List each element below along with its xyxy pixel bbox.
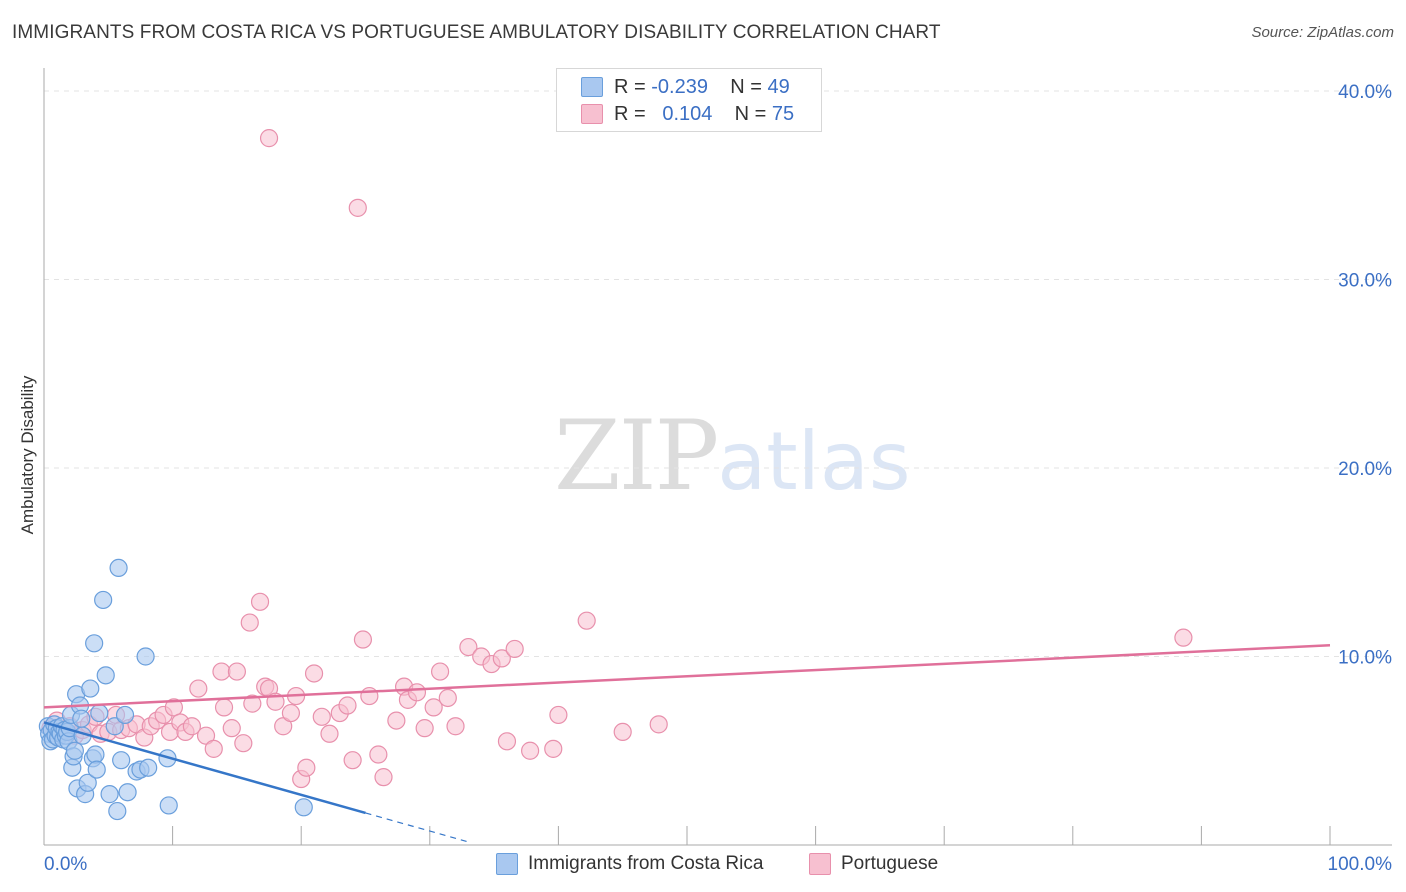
portuguese-point <box>204 739 223 758</box>
costa-rica-point <box>72 709 91 728</box>
costa-rica-point <box>90 703 109 723</box>
gridlines <box>44 90 1392 657</box>
portuguese-point <box>348 198 367 217</box>
legend-n-value: 75 <box>771 103 795 125</box>
legend-n-label: N = <box>730 76 768 98</box>
portuguese-point <box>182 717 201 736</box>
costa-rica-point <box>112 751 131 770</box>
portuguese-point <box>214 698 234 717</box>
correlation-legend: R = -0.239 N = 49 R = 0.104 N = 75 <box>556 68 822 132</box>
legend-r-value: 0.104 <box>662 103 713 125</box>
portuguese-point <box>407 683 427 702</box>
legend-n-value: 49 <box>767 76 790 98</box>
tick-labels: 10.0% 20.0% 30.0% 40.0% 0.0% 100.0% <box>44 82 1392 875</box>
portuguese-point <box>227 662 246 681</box>
portuguese-point <box>492 649 511 668</box>
portuguese-point <box>369 745 388 764</box>
portuguese-point <box>613 722 632 742</box>
costa-rica-point <box>118 783 137 802</box>
costa-rica-point <box>86 745 105 764</box>
costa-rica-point <box>115 705 135 725</box>
portuguese-point <box>222 719 241 738</box>
portuguese-point <box>459 637 478 657</box>
costa-rica-point <box>100 785 119 804</box>
costa-rica-point <box>85 634 104 653</box>
portuguese-point <box>649 715 668 734</box>
portuguese-point <box>1174 628 1193 647</box>
portuguese-point <box>353 630 373 649</box>
bottom-legend-swatch-blue <box>496 853 518 875</box>
costa-rica-point <box>159 796 178 815</box>
portuguese-point <box>240 613 259 632</box>
watermark: ZIPatlas <box>554 400 911 512</box>
portuguese-point <box>250 592 270 611</box>
portuguese-point <box>446 717 465 736</box>
portuguese-trend-line <box>43 643 1331 709</box>
source-label: Source: ZipAtlas.com <box>1251 24 1394 41</box>
y-tick-label: 10.0% <box>1338 648 1392 669</box>
costa-rica-point <box>109 558 128 578</box>
trend-lines <box>43 643 1331 843</box>
portuguese-point <box>304 664 324 683</box>
portuguese-point <box>521 741 540 760</box>
portuguese-point <box>259 129 279 148</box>
bottom-legend-label: Portuguese <box>841 853 939 874</box>
legend-swatch-blue <box>581 77 603 97</box>
watermark-atlas: atlas <box>717 415 911 508</box>
portuguese-point <box>297 758 316 777</box>
portuguese-point <box>438 688 457 708</box>
watermark-zip: ZIP <box>554 400 719 512</box>
y-axis-label: Ambulatory Disability <box>18 375 37 535</box>
y-tick-label: 40.0% <box>1338 82 1392 103</box>
portuguese-point <box>312 707 331 726</box>
x-tick-label: 100.0% <box>1328 854 1393 875</box>
costa-rica-trend-extension <box>365 812 469 843</box>
portuguese-point <box>497 732 517 751</box>
legend-r-label: R = <box>614 76 652 98</box>
portuguese-point <box>424 698 443 717</box>
bottom-legend-swatch-pink <box>809 853 831 875</box>
legend-swatch-pink <box>581 104 603 124</box>
costa-rica-point <box>94 590 113 610</box>
bottom-legend-label: Immigrants from Costa Rica <box>528 853 764 874</box>
portuguese-point <box>281 703 301 723</box>
costa-rica-point <box>105 717 124 736</box>
portuguese-point <box>544 739 563 758</box>
costa-rica-point <box>96 666 115 685</box>
legend-r-label: R = <box>614 103 652 125</box>
portuguese-point <box>234 734 253 753</box>
portuguese-point <box>164 698 183 717</box>
portuguese-point <box>243 694 262 713</box>
portuguese-point <box>212 662 231 681</box>
portuguese-point <box>343 751 362 770</box>
costa-rica-point <box>108 801 127 821</box>
costa-rica-point <box>78 773 97 792</box>
portuguese-point <box>549 705 568 725</box>
portuguese-point <box>577 611 596 630</box>
axes <box>43 68 1392 846</box>
costa-rica-point <box>65 741 84 760</box>
legend-r-value: -0.239 <box>651 76 708 98</box>
portuguese-point <box>338 696 357 715</box>
portuguese-point <box>430 662 450 681</box>
costa-rica-trend-line <box>43 721 366 815</box>
costa-rica-point <box>294 798 313 817</box>
portuguese-point <box>387 711 406 730</box>
costa-rica-point <box>139 758 158 777</box>
portuguese-point <box>320 724 339 743</box>
portuguese-point <box>189 679 208 698</box>
portuguese-point <box>505 639 524 659</box>
legend-n-label: N = <box>734 103 772 125</box>
costa-rica-point <box>81 679 100 698</box>
y-tick-label: 30.0% <box>1338 271 1392 292</box>
x-tick-label: 0.0% <box>44 854 87 875</box>
y-tick-label: 20.0% <box>1338 459 1392 480</box>
costa-rica-point <box>136 647 155 666</box>
portuguese-point <box>415 719 434 738</box>
costa-rica-point <box>87 760 106 779</box>
portuguese-points <box>41 129 1193 789</box>
portuguese-point <box>374 768 393 787</box>
chart-title: IMMIGRANTS FROM COSTA RICA VS PORTUGUESE… <box>12 22 941 43</box>
